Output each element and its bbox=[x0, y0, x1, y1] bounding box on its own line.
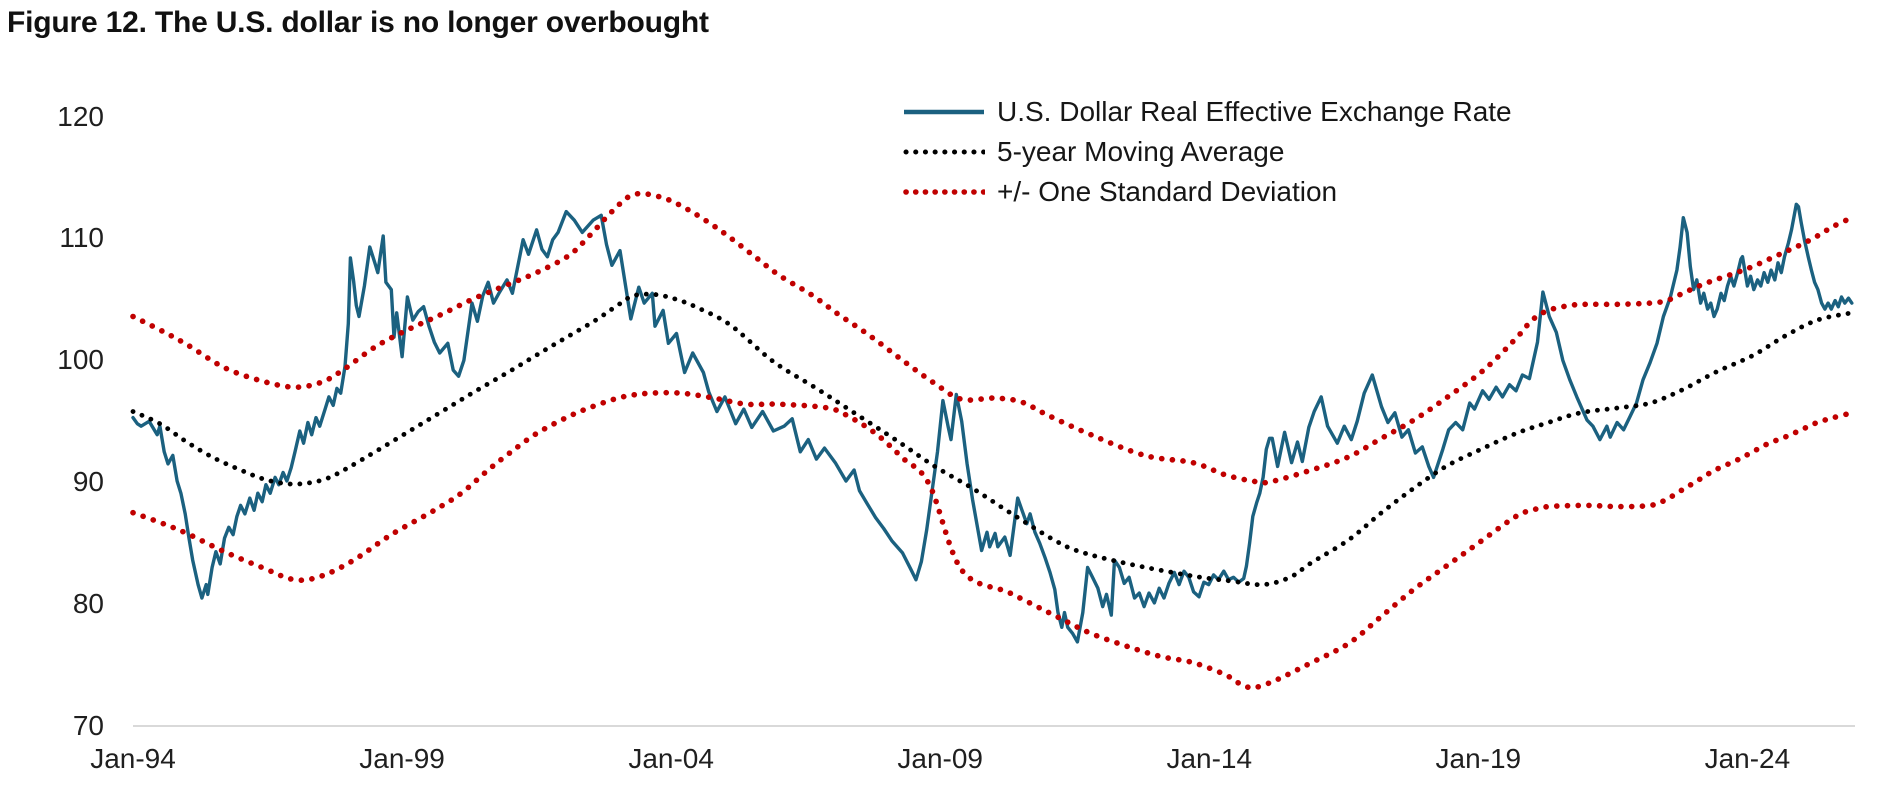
series-line-moving-average bbox=[130, 291, 1855, 588]
series-line-std-lower bbox=[130, 389, 1855, 691]
x-tick-label: Jan-19 bbox=[1435, 743, 1522, 774]
x-tick-label: Jan-94 bbox=[90, 743, 176, 774]
figure-title: Figure 12. The U.S. dollar is no longer … bbox=[7, 6, 709, 39]
series-line-reer bbox=[131, 202, 1854, 644]
y-tick-label: 70 bbox=[72, 710, 104, 741]
legend-swatch-solid-line-icon bbox=[904, 109, 984, 115]
x-tick-label: Jan-24 bbox=[1704, 743, 1791, 774]
legend-label-reer: U.S. Dollar Real Effective Exchange Rate bbox=[997, 96, 1512, 127]
y-tick-label: 80 bbox=[72, 588, 104, 620]
legend-label-std-deviation: +/- One Standard Deviation bbox=[997, 176, 1338, 207]
x-tick-label: Jan-14 bbox=[1166, 743, 1253, 774]
x-tick-label: Jan-04 bbox=[628, 743, 714, 774]
y-tick-label: 110 bbox=[59, 222, 104, 254]
legend-swatch-red-dotted-icon bbox=[903, 189, 985, 195]
legend-item-std-deviation: +/- One Standard Deviation bbox=[903, 172, 1512, 212]
y-tick-label: 90 bbox=[72, 466, 104, 498]
x-tick-label: Jan-09 bbox=[897, 743, 983, 774]
legend: U.S. Dollar Real Effective Exchange Rate… bbox=[903, 92, 1512, 212]
x-tick-label: Jan-99 bbox=[359, 743, 445, 774]
legend-label-moving-average: 5-year Moving Average bbox=[997, 136, 1285, 167]
y-tick-label: 120 bbox=[57, 100, 104, 132]
y-tick-label: 100 bbox=[57, 344, 104, 376]
legend-swatch-black-dotted-icon bbox=[903, 149, 985, 155]
legend-item-reer: U.S. Dollar Real Effective Exchange Rate bbox=[903, 92, 1512, 132]
series-line-std-upper bbox=[130, 190, 1855, 486]
legend-item-moving-average: 5-year Moving Average bbox=[903, 132, 1512, 172]
